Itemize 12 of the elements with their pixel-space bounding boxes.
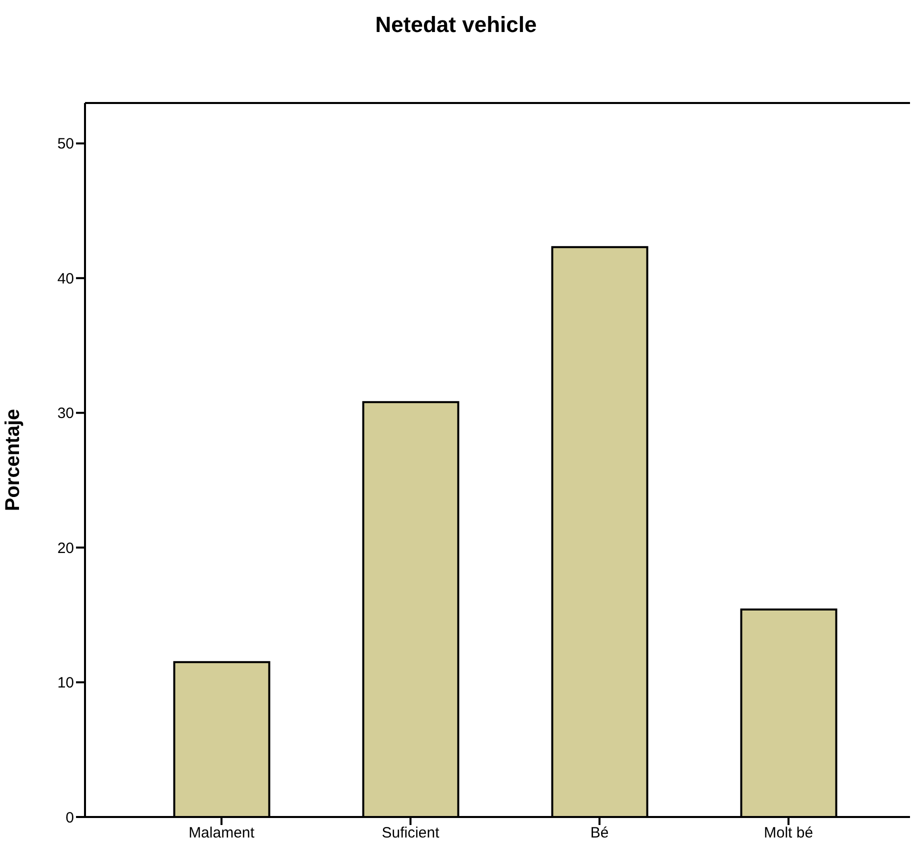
y-tick-label: 40 (57, 270, 74, 288)
x-tick-label: Bé (590, 824, 609, 842)
y-tick-label: 10 (57, 674, 74, 692)
y-tick-label: 20 (57, 540, 74, 557)
y-tick-label: 30 (57, 405, 74, 422)
x-tick-label: Molt bé (764, 824, 814, 842)
x-tick-label: Suficient (382, 824, 440, 842)
x-tick-label: Malament (188, 824, 256, 842)
y-tick-label: 50 (57, 136, 74, 153)
chart-title: Netedat vehicle (374, 12, 538, 38)
y-axis-title: Porcentaje (2, 408, 24, 512)
y-tick-label: 0 (66, 809, 74, 826)
